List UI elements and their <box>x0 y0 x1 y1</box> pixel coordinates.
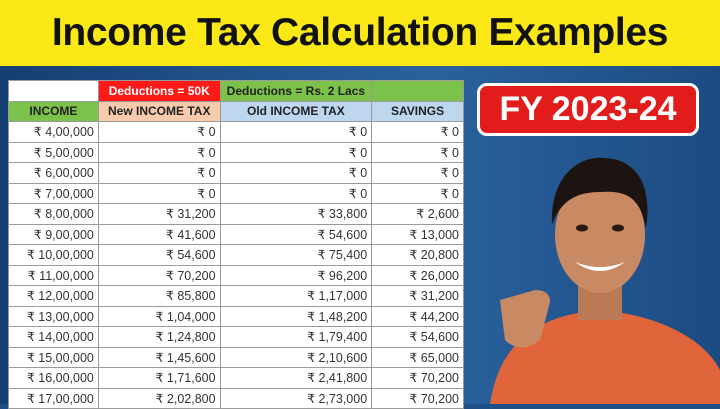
table-row: ₹ 16,00,000 ₹ 1,71,600 ₹ 2,41,800 ₹ 70,200 <box>8 367 464 389</box>
group-header-row-cell: Deductions = 50K <box>97 80 221 102</box>
table-row-cell: ₹ 14,00,000 <box>8 326 99 348</box>
group-header-row-cell <box>8 80 99 102</box>
table-row-cell: ₹ 0 <box>97 162 221 184</box>
table-row-cell: ₹ 41,600 <box>97 223 221 245</box>
table-row-cell: ₹ 96,200 <box>219 264 373 286</box>
table-row-cell: ₹ 4,00,000 <box>8 121 99 143</box>
table-row-cell: ₹ 2,10,600 <box>219 346 373 368</box>
table-row-cell: ₹ 26,000 <box>371 264 464 286</box>
table-row: ₹ 9,00,000 ₹ 41,600 ₹ 54,600 ₹ 13,000 <box>8 223 464 245</box>
table-row: ₹ 15,00,000 ₹ 1,45,600 ₹ 2,10,600 ₹ 65,000 <box>8 346 464 368</box>
table-row-cell: ₹ 2,41,800 <box>219 367 373 389</box>
group-header-row: Deductions = 50K Deductions = Rs. 2 Lacs <box>8 80 464 102</box>
table-row-cell: ₹ 0 <box>219 182 373 204</box>
table-row-cell: ₹ 0 <box>219 141 373 163</box>
table-row-cell: ₹ 33,800 <box>219 203 373 225</box>
table-row-cell: ₹ 9,00,000 <box>8 223 99 245</box>
table-row-cell: ₹ 13,00,000 <box>8 305 99 327</box>
group-header-row-cell: Deductions = Rs. 2 Lacs <box>219 80 373 102</box>
table-row-cell: ₹ 15,00,000 <box>8 346 99 368</box>
table-row: ₹ 6,00,000 ₹ 0 ₹ 0 ₹ 0 <box>8 162 464 184</box>
table-row: ₹ 17,00,000 ₹ 2,02,800 ₹ 2,73,000 ₹ 70,200 <box>8 387 464 409</box>
table-row-cell: ₹ 2,600 <box>371 203 464 225</box>
table-row-cell: ₹ 7,00,000 <box>8 182 99 204</box>
fiscal-year-badge: FY 2023-24 <box>477 83 699 136</box>
table-row-cell: ₹ 13,000 <box>371 223 464 245</box>
column-header-row-cell: INCOME <box>8 100 99 122</box>
table-row-cell: ₹ 70,200 <box>371 367 464 389</box>
table-row-cell: ₹ 2,73,000 <box>219 387 373 409</box>
table-row-cell: ₹ 0 <box>97 121 221 143</box>
thumbnail-title: Income Tax Calculation Examples <box>0 0 720 66</box>
table-row-cell: ₹ 1,48,200 <box>219 305 373 327</box>
table-row-cell: ₹ 54,600 <box>219 223 373 245</box>
table-row-cell: ₹ 1,45,600 <box>97 346 221 368</box>
table-row-cell: ₹ 1,24,800 <box>97 326 221 348</box>
table-row-cell: ₹ 75,400 <box>219 244 373 266</box>
table-row-cell: ₹ 65,000 <box>371 346 464 368</box>
group-header-row-cell <box>371 80 464 102</box>
table-row-cell: ₹ 54,600 <box>371 326 464 348</box>
table-row-cell: ₹ 1,04,000 <box>97 305 221 327</box>
column-header-row-cell: Old INCOME TAX <box>219 100 373 122</box>
table-row-cell: ₹ 8,00,000 <box>8 203 99 225</box>
table-row-cell: ₹ 1,17,000 <box>219 285 373 307</box>
table-row-cell: ₹ 44,200 <box>371 305 464 327</box>
table-row-cell: ₹ 0 <box>371 182 464 204</box>
table-row: ₹ 10,00,000 ₹ 54,600 ₹ 75,400 ₹ 20,800 <box>8 244 464 266</box>
table-row-cell: ₹ 0 <box>371 162 464 184</box>
table-row-cell: ₹ 11,00,000 <box>8 264 99 286</box>
table-row-cell: ₹ 54,600 <box>97 244 221 266</box>
table-row-cell: ₹ 70,200 <box>97 264 221 286</box>
table-row: ₹ 11,00,000 ₹ 70,200 ₹ 96,200 ₹ 26,000 <box>8 264 464 286</box>
column-header-row: INCOME New INCOME TAX Old INCOME TAX SAVING… <box>8 100 464 122</box>
presenter-photo <box>490 157 720 404</box>
table-row: ₹ 14,00,000 ₹ 1,24,800 ₹ 1,79,400 ₹ 54,600 <box>8 326 464 348</box>
table-row-cell: ₹ 70,200 <box>371 387 464 409</box>
table-row: ₹ 12,00,000 ₹ 85,800 ₹ 1,17,000 ₹ 31,200 <box>8 285 464 307</box>
column-header-row-cell: New INCOME TAX <box>97 100 221 122</box>
table-row: ₹ 5,00,000 ₹ 0 ₹ 0 ₹ 0 <box>8 141 464 163</box>
table-row-cell: ₹ 0 <box>219 121 373 143</box>
table-row-cell: ₹ 0 <box>97 141 221 163</box>
table-row-cell: ₹ 5,00,000 <box>8 141 99 163</box>
table-row-cell: ₹ 2,02,800 <box>97 387 221 409</box>
column-header-row-cell: SAVINGS <box>371 100 464 122</box>
table-row-cell: ₹ 0 <box>97 182 221 204</box>
tax-table: Deductions = 50K Deductions = Rs. 2 Lacs I… <box>8 80 464 409</box>
table-row-cell: ₹ 6,00,000 <box>8 162 99 184</box>
table-row-cell: ₹ 12,00,000 <box>8 285 99 307</box>
table-row-cell: ₹ 31,200 <box>97 203 221 225</box>
table-row: ₹ 4,00,000 ₹ 0 ₹ 0 ₹ 0 <box>8 121 464 143</box>
table-row-cell: ₹ 10,00,000 <box>8 244 99 266</box>
table-row: ₹ 7,00,000 ₹ 0 ₹ 0 ₹ 0 <box>8 182 464 204</box>
table-row-cell: ₹ 0 <box>371 141 464 163</box>
table-row-cell: ₹ 0 <box>219 162 373 184</box>
table-row: ₹ 13,00,000 ₹ 1,04,000 ₹ 1,48,200 ₹ 44,200 <box>8 305 464 327</box>
table-row-cell: ₹ 1,79,400 <box>219 326 373 348</box>
table-row-cell: ₹ 16,00,000 <box>8 367 99 389</box>
table-row-cell: ₹ 31,200 <box>371 285 464 307</box>
table-row-cell: ₹ 1,71,600 <box>97 367 221 389</box>
table-row-cell: ₹ 17,00,000 <box>8 387 99 409</box>
table-row-cell: ₹ 85,800 <box>97 285 221 307</box>
table-row-cell: ₹ 20,800 <box>371 244 464 266</box>
table-row-cell: ₹ 0 <box>371 121 464 143</box>
table-row: ₹ 8,00,000 ₹ 31,200 ₹ 33,800 ₹ 2,600 <box>8 203 464 225</box>
